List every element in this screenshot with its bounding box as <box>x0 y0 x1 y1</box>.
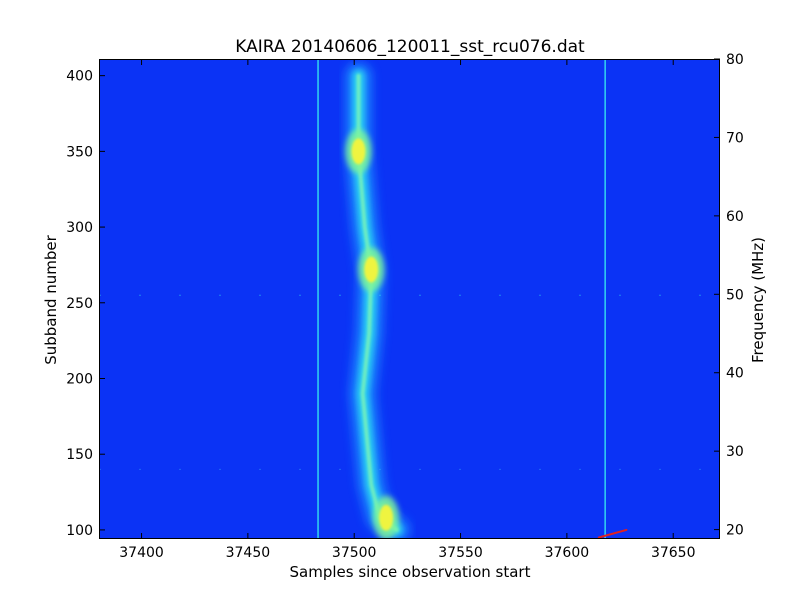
y2-tick-label: 70 <box>726 130 744 146</box>
heatmap-image <box>99 59 720 539</box>
x-tick-label: 37650 <box>651 545 696 561</box>
chart-title: KAIRA 20140606_120011_sst_rcu076.dat <box>235 37 585 57</box>
y-axis-label: Subband number <box>42 234 60 364</box>
plot-frame <box>99 59 720 539</box>
y-tick-label: 400 <box>66 69 93 85</box>
y2-tick-label: 50 <box>726 287 744 303</box>
x-tick-label: 37400 <box>119 545 164 561</box>
y-tick-label: 100 <box>66 523 93 539</box>
y-tick-label: 350 <box>66 144 93 160</box>
burst-hotspot <box>379 504 394 531</box>
y2-tick-label: 20 <box>726 523 744 539</box>
y-tick-label: 150 <box>66 447 93 463</box>
x-tick-label: 37550 <box>438 545 483 561</box>
heatmap-background <box>99 59 720 539</box>
y-tick-label: 250 <box>66 296 93 312</box>
heatmap-features <box>99 59 720 539</box>
x-tick-label: 37500 <box>332 545 377 561</box>
x-tick-label: 37450 <box>226 545 271 561</box>
burst-track-core <box>356 73 399 532</box>
y2-tick-label: 40 <box>726 366 744 382</box>
burst-hotspot <box>351 138 366 165</box>
y2-tick-label: 60 <box>726 209 744 225</box>
x-axis-label: Samples since observation start <box>290 563 531 581</box>
y-tick-label: 300 <box>66 220 93 236</box>
x-tick-label: 37600 <box>545 545 590 561</box>
sweep-signal <box>597 528 628 539</box>
y-tick-label: 200 <box>66 371 93 387</box>
y2-tick-label: 30 <box>726 444 744 460</box>
y2-axis-label: Frequency (MHz) <box>749 237 767 363</box>
axes: 37400 37450 37500 37550 37600 37650 100 150 200 2… <box>66 52 744 561</box>
y2-tick-label: 80 <box>726 52 744 68</box>
burst-hotspot <box>364 256 379 283</box>
